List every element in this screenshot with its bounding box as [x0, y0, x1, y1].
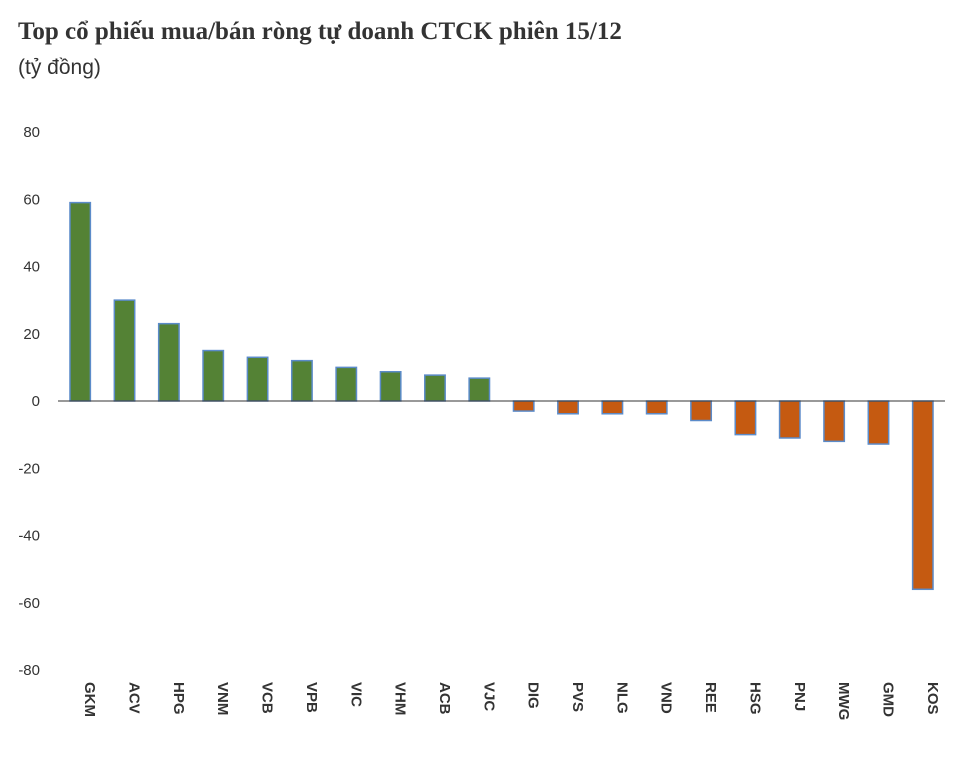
bar-dig	[512, 400, 535, 412]
x-tick-label: ACB	[436, 682, 453, 715]
bar-acv	[113, 299, 136, 402]
bar-vcb	[246, 356, 269, 402]
chart-subtitle: (tỷ đồng)	[18, 56, 101, 79]
x-tick-label: REE	[702, 682, 719, 713]
bar-mwg	[823, 400, 846, 443]
x-tick-label: VPB	[303, 682, 320, 713]
x-tick-label: PNJ	[791, 682, 808, 711]
x-tick-label: VCB	[259, 682, 276, 714]
bar-gkm	[69, 201, 92, 402]
bars	[69, 201, 934, 591]
x-tick-label: GKM	[81, 682, 98, 717]
y-tick-label: 40	[23, 259, 40, 276]
bar-vic	[335, 366, 358, 402]
bar-kos	[911, 400, 934, 591]
bar-vnm	[202, 349, 225, 402]
bar-pnj	[778, 400, 801, 439]
y-tick-label: 0	[32, 393, 40, 410]
y-tick-label: 20	[23, 326, 40, 343]
x-tick-label: MWG	[835, 682, 852, 720]
bar-acb	[424, 374, 446, 402]
y-tick-label: 60	[23, 191, 40, 208]
x-tick-label: KOS	[924, 682, 941, 715]
x-tick-label: VND	[658, 682, 675, 714]
y-tick-label: -20	[18, 460, 40, 477]
bar-hsg	[734, 400, 757, 436]
x-tick-label: VNM	[214, 682, 231, 715]
bar-gmd	[867, 400, 890, 445]
bar-vpb	[290, 359, 313, 402]
x-tick-label: DIG	[525, 682, 542, 709]
y-tick-label: -60	[18, 595, 40, 612]
y-tick-label: -40	[18, 528, 40, 545]
y-axis-ticks: 80 60 40 20 0 -20 -40 -60 -80	[18, 124, 40, 679]
x-tick-label: PVS	[569, 682, 586, 712]
x-tick-label: HSG	[746, 682, 763, 715]
x-tick-label: NLG	[613, 682, 630, 714]
bar-hpg	[157, 322, 180, 402]
x-tick-label: GMD	[879, 682, 896, 717]
x-tick-label: HPG	[170, 682, 187, 715]
y-tick-label: 80	[23, 124, 40, 141]
x-tick-label: VHM	[392, 682, 409, 715]
x-tick-label: VIC	[347, 682, 364, 707]
bar-vhm	[379, 370, 402, 402]
bar-nlg	[601, 400, 624, 415]
x-tick-label: VJC	[480, 682, 497, 711]
y-tick-label: -80	[18, 662, 40, 679]
bar-ree	[690, 400, 713, 422]
x-tick-label: ACV	[126, 682, 143, 714]
bar-vjc	[468, 377, 491, 402]
chart-title: Top cổ phiếu mua/bán ròng tự doanh CTCK …	[18, 18, 622, 45]
bar-vnd	[645, 400, 668, 415]
bar-pvs	[557, 400, 579, 415]
x-axis-labels: GKM ACV HPG VNM VCB VPB VIC VHM ACB VJC DIG PVS NLG V…	[81, 682, 941, 720]
